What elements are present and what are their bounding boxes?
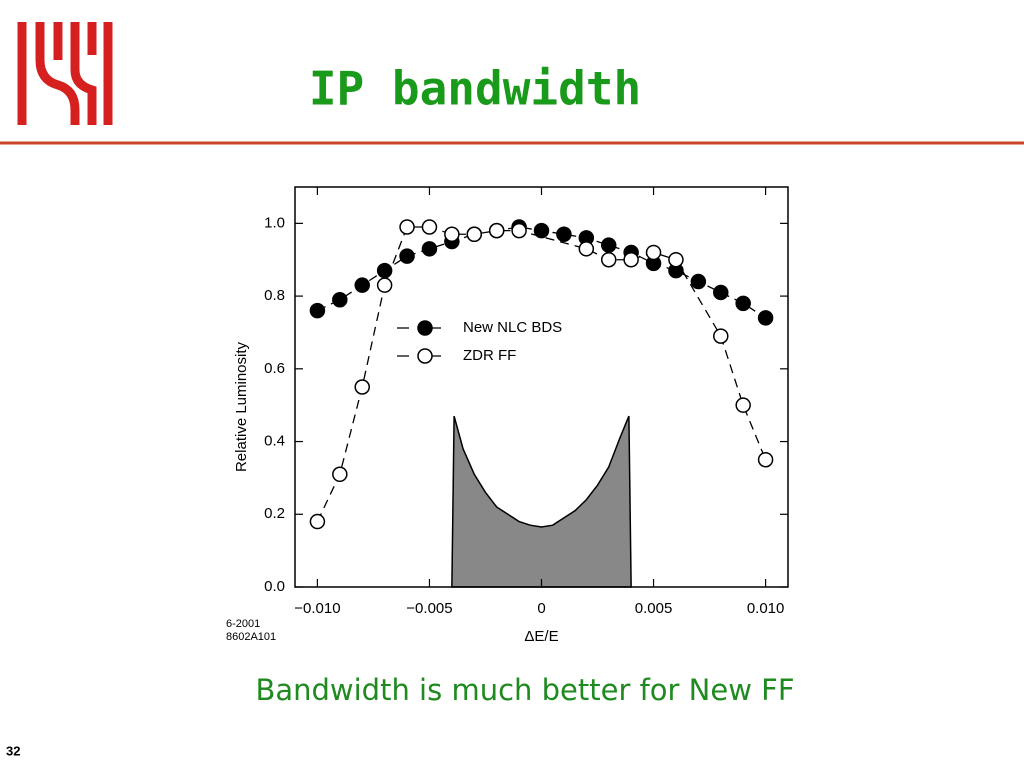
x-tick-label: 0.005 <box>635 600 673 617</box>
y-axis-label: Relative Luminosity <box>233 341 250 472</box>
legend-marker <box>417 320 433 336</box>
x-tick-label: 0.010 <box>747 600 785 617</box>
marker <box>444 226 460 243</box>
marker <box>735 397 751 413</box>
legend-label: ZDR FF <box>463 347 516 364</box>
y-tick-label: 0.2 <box>264 505 285 522</box>
marker <box>735 295 751 312</box>
y-tick-label: 0.4 <box>264 433 285 450</box>
annotation: 6-2001 <box>226 618 260 630</box>
marker <box>354 379 370 395</box>
annotation: 8602A101 <box>226 631 276 643</box>
marker <box>399 248 415 264</box>
slide-title: IP bandwidth <box>309 62 641 116</box>
marker <box>645 244 662 261</box>
y-tick-label: 0.6 <box>264 360 285 377</box>
marker <box>466 226 483 243</box>
marker <box>376 262 393 279</box>
marker <box>309 513 326 530</box>
x-tick-label: −0.005 <box>406 600 452 617</box>
y-tick-label: 0.0 <box>264 578 285 595</box>
y-tick-label: 0.8 <box>264 287 285 304</box>
marker <box>399 219 415 235</box>
marker <box>332 291 348 308</box>
x-tick-label: −0.010 <box>294 600 340 617</box>
marker <box>713 328 729 344</box>
marker <box>488 222 505 239</box>
chart: −0.010 −0.005 0 0.005 0.010 0.0 0.2 0.4 0.6 0.8 1.… <box>226 186 789 645</box>
marker <box>332 466 348 483</box>
marker <box>533 222 550 239</box>
marker <box>578 241 595 257</box>
x-tick-label: 0 <box>537 600 545 617</box>
marker <box>376 277 393 293</box>
marker <box>556 226 572 243</box>
marker <box>757 310 774 326</box>
marker <box>309 302 326 319</box>
marker <box>421 241 438 257</box>
logo <box>17 22 113 125</box>
legend-label: New NLC BDS <box>463 319 562 336</box>
x-axis-label: ΔE/E <box>524 628 558 645</box>
marker <box>421 219 438 235</box>
marker <box>623 251 639 268</box>
caption: Bandwidth is much better for New FF <box>255 673 794 707</box>
page-number: 32 <box>6 743 20 758</box>
marker <box>600 251 617 268</box>
area <box>451 415 632 588</box>
marker <box>757 451 774 468</box>
legend-marker <box>417 348 433 364</box>
y-tick-label: 1.0 <box>264 214 285 231</box>
marker <box>600 237 617 253</box>
marker <box>668 251 684 268</box>
marker <box>713 284 729 301</box>
marker <box>690 273 707 290</box>
marker <box>354 277 370 293</box>
series-line <box>316 226 767 522</box>
marker <box>511 222 527 239</box>
